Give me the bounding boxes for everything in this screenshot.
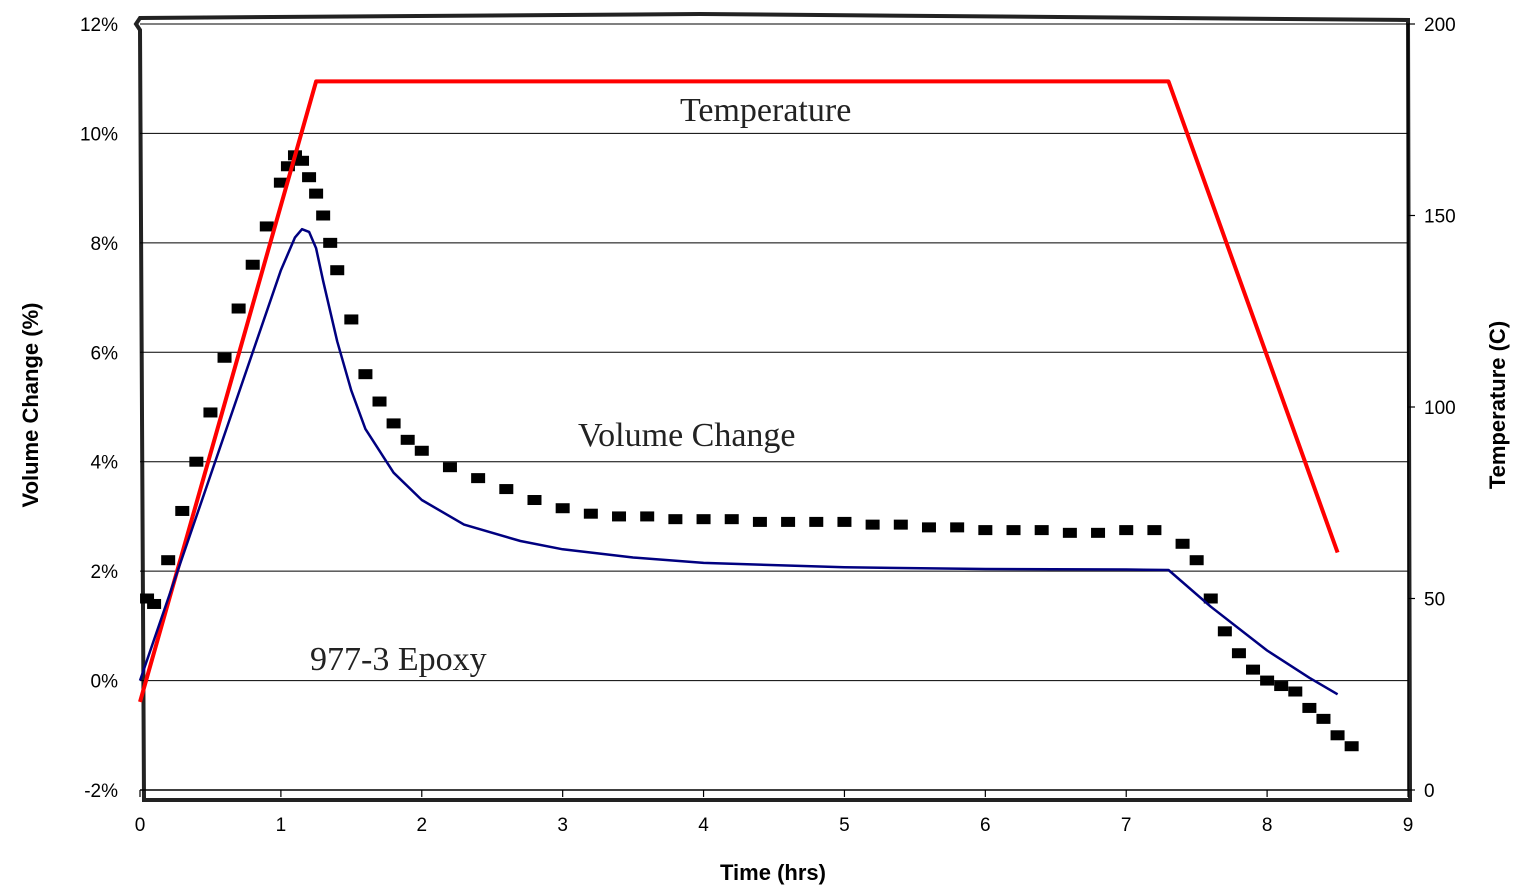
scan-point [1316,714,1330,724]
x-tick-label: 1 [276,815,287,836]
scan-point [373,397,387,407]
scan-point [1232,648,1246,658]
scanned-background: Temperature Volume Change 977-3 Epoxy [136,14,1410,800]
scan-point [1119,525,1133,535]
scan-point [1190,555,1204,565]
scan-point [978,525,992,535]
scan-point [1246,665,1260,675]
scan-point [323,238,337,248]
scan-point [471,473,485,483]
scan-point [344,314,358,324]
scan-point [1176,539,1190,549]
x-tick-label: 6 [980,815,991,836]
scan-point [668,514,682,524]
temperature-line [140,81,1338,702]
y-tick-label: 12% [80,15,118,36]
y-tick-label: 10% [80,124,118,145]
scan-point [950,522,964,532]
y2-tick-label: 100 [1424,398,1456,419]
scan-point [1063,528,1077,538]
scan-point [1091,528,1105,538]
scan-point [232,304,246,314]
scan-point [1260,676,1274,686]
y-tick-label: 0% [91,672,119,693]
scan-point [147,599,161,609]
scan-point [316,211,330,221]
y-tick-label: -2% [84,781,118,802]
scan-point [401,435,415,445]
x-tick-label: 5 [839,815,850,836]
x-axis-title: Time (hrs) [720,860,826,885]
x-tick-label: 7 [1121,815,1132,836]
epoxy-annotation: 977-3 Epoxy [310,641,487,678]
scan-point [866,520,880,530]
x-tick-label: 3 [557,815,568,836]
scan-point [260,221,274,231]
scan-point [161,555,175,565]
scan-point [1345,741,1359,751]
scan-point [556,503,570,513]
scan-point [725,514,739,524]
scan-point [387,418,401,428]
scan-point [753,517,767,527]
y-axis-title: Volume Change (%) [18,303,43,508]
scan-point [302,172,316,182]
volume-change-annotation: Volume Change [578,417,796,454]
scan-point [1274,681,1288,691]
scan-point [1302,703,1316,713]
scan-point [175,506,189,516]
scan-point [1331,730,1345,740]
scan-point [894,520,908,530]
scan-point [499,484,513,494]
scan-point [1147,525,1161,535]
scan-point [309,189,323,199]
x-tick-label: 8 [1262,815,1273,836]
scan-point [527,495,541,505]
scan-point [358,369,372,379]
y-tick-label: 4% [91,453,119,474]
scan-point [1218,626,1232,636]
scan-point [330,265,344,275]
y2-axis-title: Temperature (C) [1485,321,1510,489]
y-tick-label: 2% [91,562,119,583]
y2-tick-label: 50 [1424,590,1445,611]
scan-point [415,446,429,456]
y2-tick-label: 150 [1424,207,1456,228]
x-tick-label: 0 [135,815,146,836]
scan-point [1035,525,1049,535]
scan-point [203,407,217,417]
scan-point [837,517,851,527]
scan-point [922,522,936,532]
scan-border [136,14,1410,800]
scan-point [246,260,260,270]
scan-point [295,156,309,166]
scan-point [189,457,203,467]
y2-tick-label: 0 [1424,781,1435,802]
scan-point [640,511,654,521]
scan-point [218,353,232,363]
scan-point [612,511,626,521]
x-tick-label: 9 [1403,815,1414,836]
scan-point [1288,687,1302,697]
y-tick-label: 8% [91,234,119,255]
temperature-annotation: Temperature [680,92,851,129]
scan-point [809,517,823,527]
scan-point [443,462,457,472]
scan-point [584,509,598,519]
scan-point [1007,525,1021,535]
y2-tick-label: 200 [1424,15,1456,36]
scan-point [781,517,795,527]
series-lines [140,81,1338,702]
x-tick-label: 2 [416,815,427,836]
y-tick-label: 6% [91,343,119,364]
x-tick-label: 4 [698,815,709,836]
scan-point [697,514,711,524]
